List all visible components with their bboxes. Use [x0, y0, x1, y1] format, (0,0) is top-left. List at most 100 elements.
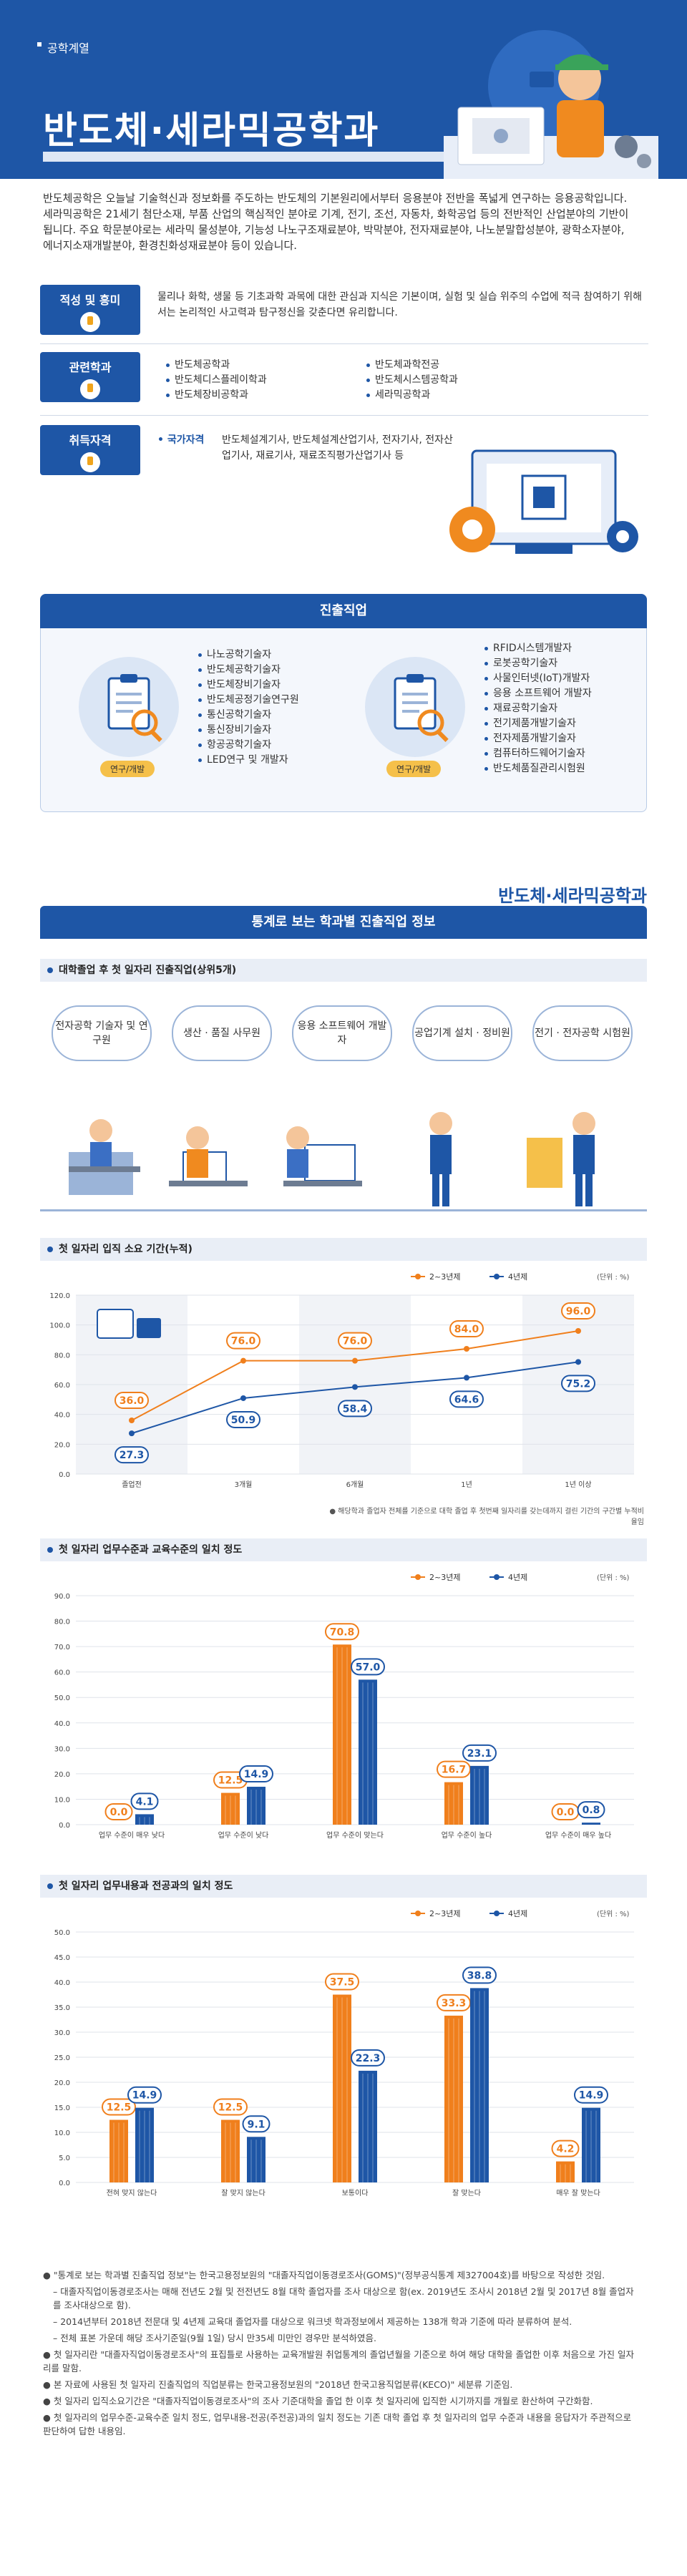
footnote: – 전체 표본 가운데 해당 조사기준일(9월 1일) 당시 만35세 미만인 …	[43, 2331, 637, 2345]
data-label-bg	[127, 2086, 162, 2104]
divider	[40, 343, 648, 344]
legend-marker-b	[494, 1574, 500, 1580]
bar	[470, 1988, 489, 2182]
data-label-bg	[351, 2049, 385, 2067]
chart1-svg: 2~3년제 4년제 (단위 : %) 0.0 20.0 40.0 60.0 80.0 100.0…	[49, 1272, 634, 1489]
footnote-text: – 전체 표본 가운데 해당 조사기준일(9월 1일) 당시 만35세 미만인 …	[53, 2333, 376, 2343]
data-point	[352, 1357, 358, 1364]
list-item: 통신장비기술자	[197, 723, 340, 738]
data-label-bg	[449, 1390, 484, 1408]
left-tag: 연구/개발	[100, 761, 155, 777]
bar	[247, 2137, 265, 2182]
bar	[221, 1792, 240, 1825]
data-label: 12.5	[218, 1775, 243, 1787]
legend-marker-a	[415, 1911, 421, 1916]
data-label: 84.0	[454, 1324, 479, 1335]
bar	[109, 2119, 128, 2182]
data-point	[575, 1359, 581, 1365]
data-point	[129, 1430, 135, 1437]
y-tick-label: 30.0	[54, 2029, 70, 2037]
data-label: 16.7	[442, 1765, 467, 1776]
legend-label-b: 4년제	[508, 1909, 527, 1918]
x-tick-label: 3개월	[235, 1480, 253, 1489]
x-tick-label: 6개월	[346, 1480, 364, 1489]
legend-label-b: 4년제	[508, 1272, 527, 1282]
list-item: 반도체장비공학과	[165, 388, 351, 403]
y-tick-label: 60.0	[54, 1669, 70, 1677]
footnote: ● 첫 일자리란 "대졸자직업이동경로조사"의 표집틀로 사용하는 교육개발원 …	[43, 2349, 634, 2373]
job-bubble: 전자공학 기술자 및 연구원	[52, 1005, 152, 1061]
data-label-bg	[577, 1801, 605, 1819]
aptitude-label-box: 적성 및 흥미	[40, 285, 140, 335]
data-label-bg	[114, 1392, 149, 1409]
footnote: ● "통계로 보는 학과별 진출직업 정보"는 한국고용정보원의 "대졸자직업이…	[43, 2270, 605, 2280]
y-tick-label: 70.0	[54, 1644, 70, 1652]
y-tick-label: 100.0	[49, 1322, 70, 1330]
y-tick-label: 80.0	[54, 1352, 70, 1360]
unit-label: (단위 : %)	[597, 1272, 630, 1282]
chart1-note: ● 해당학과 졸업자 전체를 기준으로 대학 졸업 후 첫번째 일자리를 갖는데…	[329, 1508, 644, 1526]
chart1-title: 첫 일자리 입직 소요 기간(누적)	[40, 1238, 647, 1261]
related-list-1: 반도체공학과 반도체디스플레이학과 반도체장비공학과	[165, 358, 351, 403]
y-tick-label: 90.0	[54, 1593, 70, 1601]
x-tick-label: 업무 수준이 높다	[442, 1830, 492, 1840]
x-tick-label: 업무 수준이 매우 낮다	[99, 1830, 165, 1840]
y-tick-label: 20.0	[54, 2079, 70, 2087]
jobs-title: 대학졸업 후 첫 일자리 진출직업(상위5개)	[40, 959, 647, 982]
data-label-bg	[226, 1410, 260, 1428]
bar	[135, 2107, 154, 2182]
data-label-bg	[561, 1302, 595, 1319]
data-label: 0.0	[110, 1807, 128, 1818]
clipboard-icon	[79, 657, 179, 757]
data-label-bg	[462, 1744, 497, 1762]
bar	[359, 2070, 377, 2182]
data-label: 14.9	[132, 2090, 157, 2102]
list-item: 반도체과학전공	[365, 358, 551, 373]
page-title: 반도체·세라믹공학과	[43, 109, 380, 152]
bar	[582, 1823, 600, 1825]
chart2-svg: 2~3년제 4년제 (단위 : %) 0.0 10.0 20.0 30.0 40.0 50.0 6…	[54, 1573, 634, 1840]
x-tick-label: 1년 이상	[565, 1480, 591, 1489]
hero-banner: 공학계열 반도체·세라믹공학과	[0, 0, 687, 179]
data-label: 22.3	[356, 2053, 381, 2064]
y-tick-label: 5.0	[59, 2155, 70, 2162]
chart2-title: 첫 일자리 업무수준과 교육수준의 일치 정도	[40, 1538, 647, 1561]
data-label: 4.1	[136, 1796, 154, 1807]
calendar-icon	[97, 1309, 134, 1339]
clipboard-icon	[365, 657, 465, 757]
footnote-text: 첫 일자리 입직소요기간은 "대졸자직업이동경로조사"의 조사 기준대학을 졸업…	[53, 2396, 593, 2406]
bar	[135, 1814, 154, 1825]
list-item: 반도체장비기술자	[197, 678, 340, 693]
chart3-title: 첫 일자리 업무내용과 전공과의 일치 정도	[40, 1875, 647, 1898]
y-tick-label: 0.0	[59, 2180, 70, 2187]
y-tick-label: 80.0	[54, 1619, 70, 1626]
data-label-bg	[226, 1332, 260, 1350]
footnote: ● 첫 일자리의 업무수준-교육수준 일치 정도, 업무내용-전공(주전공)과의…	[43, 2412, 632, 2436]
data-label-bg	[338, 1332, 372, 1350]
list-item: 컴퓨터하드웨어기술자	[483, 746, 640, 761]
chart3-svg: 2~3년제 4년제 (단위 : %) 0.0 5.0 10.0 15.0 20.0 25.0 30…	[54, 1909, 634, 2197]
list-item: 사물인터넷(IoT)개발자	[483, 671, 640, 686]
list-item: 로봇공학기술자	[483, 656, 640, 671]
data-label: 70.8	[330, 1626, 355, 1638]
aptitude-label: 적성 및 흥미	[59, 293, 121, 307]
x-tick-label: 업무 수준이 매우 높다	[545, 1830, 611, 1840]
engineer-illustration	[444, 30, 658, 179]
category-label: 공학계열	[37, 39, 89, 56]
footnote: – 대졸자직업이동경로조사는 매해 전년도 2월 및 전전년도 8월 대학 졸업…	[43, 2285, 637, 2312]
workers-illustration	[40, 1112, 647, 1211]
data-label: 36.0	[120, 1395, 145, 1407]
unit-label: (단위 : %)	[597, 1573, 630, 1582]
list-item: 반도체품질관리시험원	[483, 761, 640, 776]
data-point	[464, 1375, 469, 1381]
related-label-box: 관련학과	[40, 352, 140, 402]
data-label: 4.2	[557, 2144, 575, 2155]
data-label-bg	[102, 2098, 136, 2116]
list-item: 반도체공정기술연구원	[197, 693, 340, 708]
list-item: 세라믹공학과	[365, 388, 551, 403]
data-label-bg	[338, 1400, 372, 1418]
footnote-text: "통계로 보는 학과별 진출직업 정보"는 한국고용정보원의 "대졸자직업이동경…	[53, 2270, 605, 2280]
data-label: 0.0	[557, 1807, 575, 1818]
legend-label-a: 2~3년제	[429, 1909, 460, 1918]
legend-marker-a	[415, 1574, 421, 1580]
